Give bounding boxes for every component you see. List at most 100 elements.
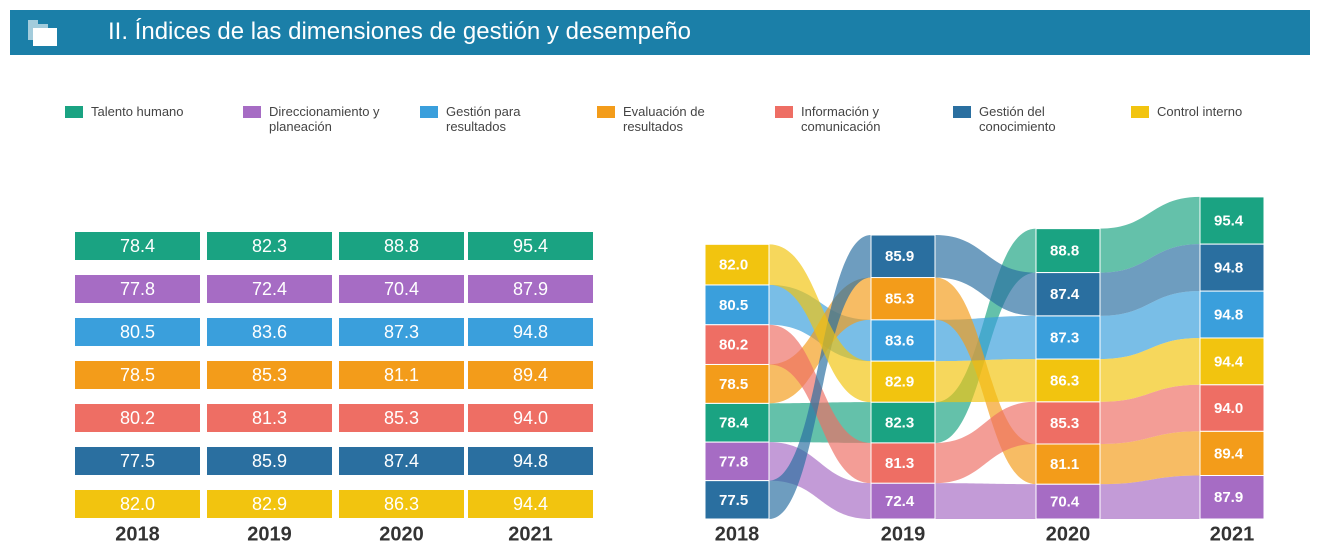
table-cell <box>207 318 332 346</box>
block-label: 87.3 <box>1050 329 1079 346</box>
year-label: 2021 <box>508 523 553 544</box>
cell-label: 88.8 <box>384 236 419 256</box>
legend-swatch <box>243 106 261 118</box>
table-cell <box>468 490 593 518</box>
legend-item: Control interno <box>1131 104 1242 119</box>
ribbon <box>769 244 871 403</box>
header-icon <box>28 20 57 46</box>
block <box>1035 483 1101 520</box>
legend-swatch <box>420 106 438 118</box>
block <box>1035 272 1101 317</box>
block <box>1199 196 1265 245</box>
table-cell <box>468 361 593 389</box>
block-label: 94.4 <box>1214 353 1244 370</box>
table-cell <box>468 232 593 260</box>
block-label: 77.8 <box>719 453 748 470</box>
legend-label: Direccionamiento y planeación <box>269 104 380 134</box>
block <box>704 324 770 365</box>
legend-label: Control interno <box>1157 104 1243 119</box>
block-label: 89.4 <box>1214 445 1244 462</box>
legend-label: Talento humano <box>91 104 184 119</box>
ribbons <box>769 196 1200 519</box>
block-label: 77.5 <box>719 492 748 509</box>
legend-swatch <box>1131 106 1149 118</box>
year-label: 2021 <box>1210 523 1255 544</box>
cell-label: 70.4 <box>384 279 419 299</box>
table-cell <box>468 404 593 432</box>
legend-label: Evaluación de resultados <box>623 104 705 134</box>
cell-label: 94.0 <box>513 408 548 428</box>
cell-label: 80.2 <box>120 408 155 428</box>
table-cell <box>339 490 464 518</box>
ribbon <box>1100 196 1200 273</box>
table-cell <box>339 232 464 260</box>
table-cell <box>75 275 200 303</box>
table-cell <box>339 447 464 475</box>
block <box>1199 337 1265 386</box>
block <box>1035 358 1101 403</box>
cell-label: 85.3 <box>384 408 419 428</box>
legend-swatch <box>775 106 793 118</box>
table-cell <box>75 447 200 475</box>
block-label: 78.5 <box>719 376 748 393</box>
block <box>704 363 770 404</box>
cell-label: 82.3 <box>252 236 287 256</box>
year-label: 2019 <box>247 523 292 544</box>
table-cell <box>468 447 593 475</box>
block-label: 78.4 <box>719 415 749 432</box>
cell-label: 77.5 <box>120 451 155 471</box>
block <box>870 442 936 484</box>
table-cell <box>207 490 332 518</box>
block-label: 88.8 <box>1050 243 1079 260</box>
ribbon <box>769 324 871 484</box>
block-label: 80.5 <box>719 297 748 314</box>
table-cell <box>207 232 332 260</box>
block-label: 94.0 <box>1214 400 1243 417</box>
block <box>870 234 936 279</box>
block-label: 82.3 <box>885 415 914 432</box>
legend-label: Información y comunicación <box>801 104 881 134</box>
block <box>1035 443 1101 485</box>
table-cell <box>75 361 200 389</box>
cell-label: 72.4 <box>252 279 287 299</box>
ribbon <box>1100 291 1200 360</box>
block-label: 87.4 <box>1050 286 1080 303</box>
block-label: 94.8 <box>1214 306 1243 323</box>
cell-label: 86.3 <box>384 494 419 514</box>
block-label: 82.0 <box>719 257 748 274</box>
cell-label: 89.4 <box>513 365 548 385</box>
table-cell <box>207 275 332 303</box>
legend-item: Talento humano <box>65 104 184 119</box>
legend-item: Gestión del conocimiento <box>953 104 1104 134</box>
table-cell <box>339 275 464 303</box>
block <box>1199 243 1265 292</box>
block-label: 85.3 <box>885 291 914 308</box>
table-cell <box>207 361 332 389</box>
legend-label: Gestión del conocimiento <box>979 104 1056 134</box>
legend-item: Información y comunicación <box>775 104 926 134</box>
block <box>870 277 936 321</box>
table-cell <box>75 404 200 432</box>
table-cell <box>207 447 332 475</box>
cell-label: 81.3 <box>252 408 287 428</box>
block <box>704 402 770 443</box>
ribbon <box>1100 337 1200 402</box>
cell-label: 82.0 <box>120 494 155 514</box>
year-label: 2020 <box>1046 523 1091 544</box>
table-cell <box>75 232 200 260</box>
legend-label: Gestión para resultados <box>446 104 521 134</box>
cell-label: 94.4 <box>513 494 548 514</box>
table-cell <box>339 404 464 432</box>
block <box>1199 430 1265 476</box>
block-label: 81.1 <box>1050 456 1079 473</box>
block <box>1035 315 1101 360</box>
cell-label: 85.9 <box>252 451 287 471</box>
block-label: 94.8 <box>1214 260 1243 277</box>
legend-item: Evaluación de resultados <box>597 104 748 134</box>
block-label: 72.4 <box>885 493 915 510</box>
block-label: 82.9 <box>885 374 914 391</box>
block <box>704 480 770 520</box>
ribbon <box>935 401 1036 484</box>
